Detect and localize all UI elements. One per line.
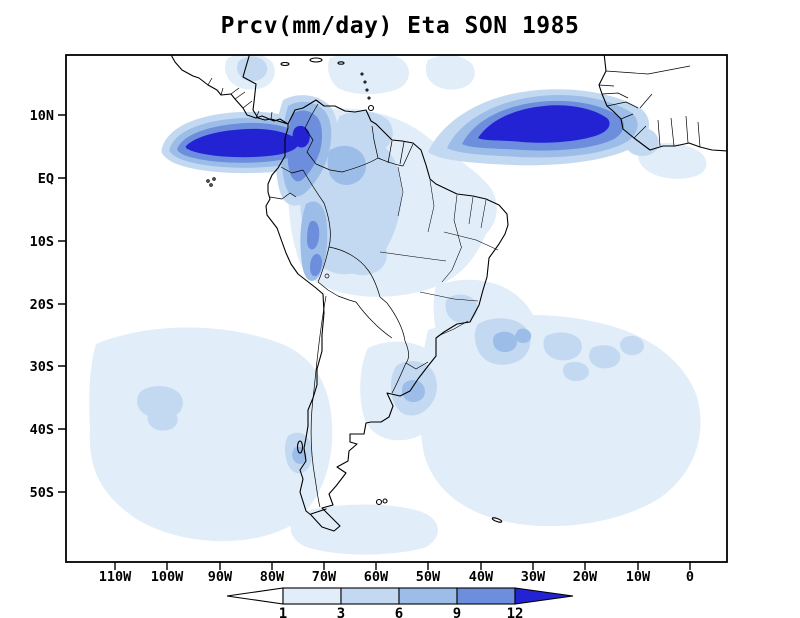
colorbar-label-3: 3 xyxy=(337,606,345,618)
central-america-coastline xyxy=(170,55,289,125)
x-label-30w: 30W xyxy=(521,569,546,585)
jamaica-island xyxy=(280,61,290,67)
trinidad-island xyxy=(367,104,375,112)
galapagos-island xyxy=(206,179,210,183)
falkland-island xyxy=(375,498,383,506)
y-label-eq: EQ xyxy=(38,171,54,187)
chart-title: Prcv(mm/day) Eta SON 1985 xyxy=(221,13,580,39)
south-america-coastline xyxy=(265,99,509,532)
plot-frame xyxy=(65,54,728,563)
y-label-10n: 10N xyxy=(30,108,54,124)
x-label-80w: 80W xyxy=(260,569,285,585)
lake-titicaca xyxy=(324,273,330,279)
south-georgia-island xyxy=(491,517,503,523)
precip-shade-level-5 xyxy=(185,105,610,158)
colorbar-segment-6-9 xyxy=(398,587,458,605)
x-label-110w: 110W xyxy=(99,569,132,585)
colorbar-segment-9-12 xyxy=(456,587,516,605)
x-label-100w: 100W xyxy=(151,569,184,585)
galapagos-island xyxy=(212,177,216,181)
x-axis-labels: 110W 100W 90W 80W 70W 60W 50W 40W 30W 20… xyxy=(99,569,694,585)
colorbar-right-arrow xyxy=(514,587,574,605)
y-label-10s: 10S xyxy=(30,234,54,250)
antilles-island xyxy=(365,88,369,92)
x-label-50w: 50W xyxy=(416,569,441,585)
galapagos-island xyxy=(209,183,213,187)
map-plot-area xyxy=(89,55,727,555)
x-label-0: 0 xyxy=(686,569,694,585)
x-label-90w: 90W xyxy=(208,569,233,585)
y-label-30s: 30S xyxy=(30,359,54,375)
colorbar-label-12: 12 xyxy=(507,606,524,618)
x-label-70w: 70W xyxy=(312,569,337,585)
chiloe-island xyxy=(296,440,304,454)
colorbar-left-arrow xyxy=(226,587,284,605)
puerto-rico-island xyxy=(337,61,345,65)
country-borders xyxy=(207,65,701,508)
hispaniola-island xyxy=(309,57,323,63)
state-borders xyxy=(379,166,499,337)
x-label-40w: 40W xyxy=(469,569,494,585)
x-label-10w: 10W xyxy=(626,569,651,585)
africa-coastline xyxy=(598,55,727,152)
colorbar: 1 3 6 9 12 xyxy=(226,587,574,618)
y-label-40s: 40S xyxy=(30,422,54,438)
islands xyxy=(206,57,503,523)
y-axis-labels: 10N EQ 10S 20S 30S 40S 50S xyxy=(30,108,54,501)
colorbar-label-9: 9 xyxy=(453,606,461,618)
x-axis-ticks xyxy=(114,562,691,570)
colorbar-segment-1-3 xyxy=(282,587,342,605)
x-label-20w: 20W xyxy=(573,569,598,585)
falkland-island xyxy=(382,498,388,504)
colorbar-label-6: 6 xyxy=(395,606,403,618)
colorbar-segment-3-6 xyxy=(340,587,400,605)
antilles-island xyxy=(367,96,371,100)
x-label-60w: 60W xyxy=(364,569,389,585)
antilles-island xyxy=(363,80,367,84)
y-label-20s: 20S xyxy=(30,297,54,313)
colorbar-label-1: 1 xyxy=(279,606,287,618)
precip-shade-level-3 xyxy=(169,94,638,465)
antilles-island xyxy=(360,72,364,76)
precip-shade-level-1 xyxy=(89,55,707,555)
y-label-50s: 50S xyxy=(30,485,54,501)
y-axis-ticks xyxy=(58,114,66,493)
